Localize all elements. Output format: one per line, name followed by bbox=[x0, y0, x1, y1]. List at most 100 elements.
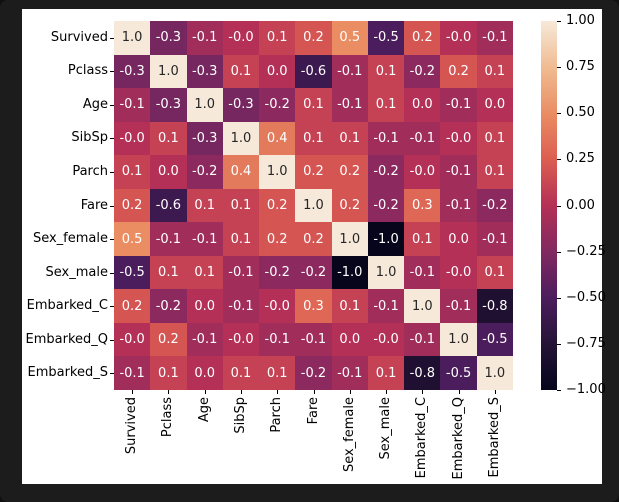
heatmap-cell: -0.1 bbox=[186, 322, 223, 357]
heatmap-cell: 0.4 bbox=[222, 155, 260, 189]
heatmap-cell: -0.0 bbox=[114, 121, 151, 156]
y-tick-label: Parch bbox=[72, 163, 108, 179]
heatmap-cell: -0.2 bbox=[295, 255, 332, 290]
heatmap-cell: 0.3 bbox=[404, 188, 441, 223]
y-tick-label: Fare bbox=[80, 197, 108, 213]
heatmap-cell: -0.3 bbox=[114, 54, 151, 89]
y-tick-label: Embarked_S bbox=[27, 365, 108, 381]
heatmap-cell: -0.3 bbox=[186, 54, 223, 89]
colorbar-tick-mark bbox=[557, 390, 561, 391]
heatmap-cell: 0.0 bbox=[150, 155, 187, 189]
heatmap-cell: 0.2 bbox=[331, 188, 368, 223]
y-tick-mark bbox=[110, 172, 114, 173]
heatmap-cell: -0.6 bbox=[150, 188, 187, 223]
colorbar-tick-label: −0.75 bbox=[566, 335, 606, 351]
heatmap-cell: -1.0 bbox=[367, 222, 405, 256]
heatmap-cell: -0.1 bbox=[440, 188, 477, 223]
heatmap-cell: 0.1 bbox=[186, 255, 223, 290]
heatmap-cell: 0.0 bbox=[404, 88, 441, 122]
y-tick-label: Sex_female bbox=[32, 231, 108, 247]
heatmap-cell: -0.3 bbox=[222, 88, 260, 122]
heatmap-cell: 0.2 bbox=[259, 222, 296, 256]
heatmap-cell: 0.0 bbox=[440, 222, 477, 256]
x-tick-mark bbox=[205, 390, 206, 394]
heatmap-cell: -0.2 bbox=[367, 155, 405, 189]
heatmap-cell: -0.1 bbox=[331, 356, 368, 390]
colorbar-tick-label: 0.75 bbox=[566, 59, 595, 75]
heatmap-cell: -0.8 bbox=[404, 356, 441, 390]
heatmap-cell: 0.1 bbox=[367, 88, 405, 122]
heatmap-cell: -0.1 bbox=[367, 121, 405, 156]
heatmap-cell: 1.0 bbox=[259, 155, 296, 189]
heatmap-cell: 0.1 bbox=[404, 222, 441, 256]
x-tick-label: Pclass bbox=[160, 397, 176, 438]
correlation-heatmap: 1.0 -0.3 -0.1 -0.0 0.1 0.2 0.5 -0.5 0.2 -0.0 -0.1-… bbox=[114, 21, 513, 390]
heatmap-cell: 0.0 bbox=[186, 356, 223, 390]
heatmap-cell: 0.2 bbox=[150, 322, 187, 357]
y-tick-label: Pclass bbox=[67, 63, 108, 79]
y-tick-mark bbox=[110, 71, 114, 72]
heatmap-cell: 0.1 bbox=[150, 255, 187, 290]
heatmap-cell: -0.1 bbox=[367, 289, 405, 323]
heatmap-cell: -0.0 bbox=[440, 21, 477, 55]
heatmap-cell: -0.0 bbox=[259, 289, 296, 323]
heatmap-cell: 0.2 bbox=[114, 289, 151, 323]
y-tick-mark bbox=[110, 206, 114, 207]
heatmap-cell: 0.2 bbox=[440, 54, 477, 89]
heatmap-cell: 0.1 bbox=[150, 356, 187, 390]
y-tick-label: SibSp bbox=[71, 130, 108, 146]
heatmap-cell: -0.1 bbox=[476, 21, 513, 55]
heatmap-cell: -0.2 bbox=[150, 289, 187, 323]
heatmap-cell: 0.1 bbox=[259, 21, 296, 55]
heatmap-cell: -0.2 bbox=[259, 88, 296, 122]
y-tick-mark bbox=[110, 38, 114, 39]
y-tick-mark bbox=[110, 239, 114, 240]
heatmap-cell: -0.1 bbox=[476, 222, 513, 256]
heatmap-cell: -0.3 bbox=[150, 88, 187, 122]
heatmap-cell: -0.2 bbox=[367, 188, 405, 223]
colorbar-tick-mark bbox=[557, 67, 561, 68]
heatmap-cell: -0.0 bbox=[367, 322, 405, 357]
heatmap-cell: -0.1 bbox=[114, 356, 151, 390]
y-tick-label: Age bbox=[82, 96, 108, 112]
heatmap-cell: -0.2 bbox=[404, 54, 441, 89]
y-tick-label: Embarked_Q bbox=[25, 331, 109, 347]
heatmap-cell: 0.1 bbox=[222, 222, 260, 256]
heatmap-cell: 0.0 bbox=[331, 322, 368, 357]
heatmap-cell: -0.2 bbox=[476, 188, 513, 223]
heatmap-cell: -0.6 bbox=[295, 54, 332, 89]
heatmap-cell: -0.2 bbox=[295, 356, 332, 390]
heatmap-cell: 0.1 bbox=[222, 188, 260, 223]
colorbar-tick-mark bbox=[557, 206, 561, 207]
heatmap-cell: -1.0 bbox=[331, 255, 368, 290]
heatmap-cell: -0.0 bbox=[440, 255, 477, 290]
heatmap-cell: 1.0 bbox=[150, 54, 187, 89]
colorbar-tick-label: 1.00 bbox=[566, 13, 595, 28]
heatmap-cell: 0.0 bbox=[259, 54, 296, 89]
heatmap-cell: -0.1 bbox=[404, 322, 441, 357]
x-tick-label: Embarked_S bbox=[486, 397, 502, 478]
heatmap-cell: 1.0 bbox=[367, 255, 405, 290]
heatmap-cell: 0.1 bbox=[295, 88, 332, 122]
x-tick-mark bbox=[132, 390, 133, 394]
x-tick-label: Embarked_Q bbox=[450, 397, 466, 480]
heatmap-cell: -0.1 bbox=[331, 54, 368, 89]
heatmap-cell: 0.2 bbox=[259, 188, 296, 223]
heatmap-cell: -0.1 bbox=[404, 121, 441, 156]
heatmap-cell: 0.1 bbox=[150, 121, 187, 156]
x-tick-mark bbox=[241, 390, 242, 394]
heatmap-cell: -0.1 bbox=[259, 322, 296, 357]
heatmap-cell: 0.1 bbox=[476, 121, 513, 156]
y-tick-label: Embarked_C bbox=[26, 298, 108, 314]
colorbar-tick-mark bbox=[557, 344, 561, 345]
x-tick-label: Parch bbox=[269, 397, 285, 433]
heatmap-cell: 0.1 bbox=[476, 155, 513, 189]
heatmap-cell: 0.1 bbox=[476, 54, 513, 89]
x-tick-label: Sex_female bbox=[341, 397, 357, 473]
heatmap-cell: 0.3 bbox=[295, 289, 332, 323]
heatmap-cell: 0.5 bbox=[331, 21, 368, 55]
heatmap-cell: 1.0 bbox=[222, 121, 260, 156]
heatmap-cell: -0.5 bbox=[114, 255, 151, 290]
heatmap-cell: 1.0 bbox=[404, 289, 441, 323]
